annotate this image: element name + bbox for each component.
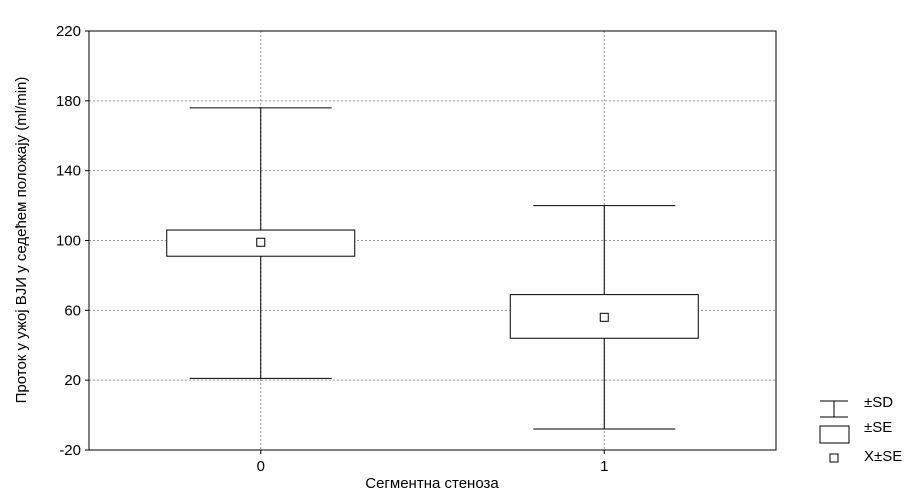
legend-whisker-icon — [820, 400, 848, 418]
mean-marker — [256, 237, 266, 247]
y-tick-label: 220 — [56, 23, 81, 40]
mean-marker — [599, 312, 609, 322]
legend-item-se: ±SE — [819, 419, 892, 444]
y-tick-label: 60 — [64, 302, 81, 319]
legend-label-mean: X±SE — [864, 448, 902, 465]
x-axis-label: Сегментна стеноза — [365, 475, 499, 492]
legend-label-sd: ±SD — [864, 394, 893, 411]
legend-label-se: ±SE — [864, 419, 892, 436]
y-tick-label: 180 — [56, 93, 81, 110]
y-tick-label: -20 — [59, 442, 81, 459]
y-tick-label: 140 — [56, 163, 81, 180]
legend-box-icon — [819, 425, 850, 444]
box-group-0 — [166, 107, 356, 379]
y-tick-label: 100 — [56, 233, 81, 250]
legend-square-icon — [829, 453, 839, 463]
y-axis: -20 20 60 100 140 180 220 — [56, 23, 89, 459]
data-series — [166, 107, 699, 430]
y-axis-label: Проток у ужој ВЈИ у седећем положају (ml… — [13, 77, 30, 404]
x-tick-label: 1 — [600, 458, 608, 475]
legend: ±SD ±SE X±SE — [819, 394, 902, 465]
x-tick-label: 0 — [257, 458, 265, 475]
legend-item-sd: ±SD — [820, 394, 893, 418]
box-group-1 — [509, 205, 699, 430]
legend-item-mean: X±SE — [829, 448, 902, 465]
y-tick-label: 20 — [64, 372, 81, 389]
